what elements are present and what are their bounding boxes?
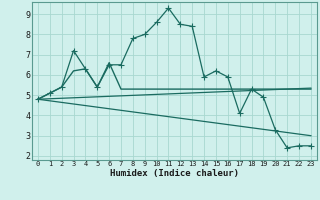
X-axis label: Humidex (Indice chaleur): Humidex (Indice chaleur): [110, 169, 239, 178]
